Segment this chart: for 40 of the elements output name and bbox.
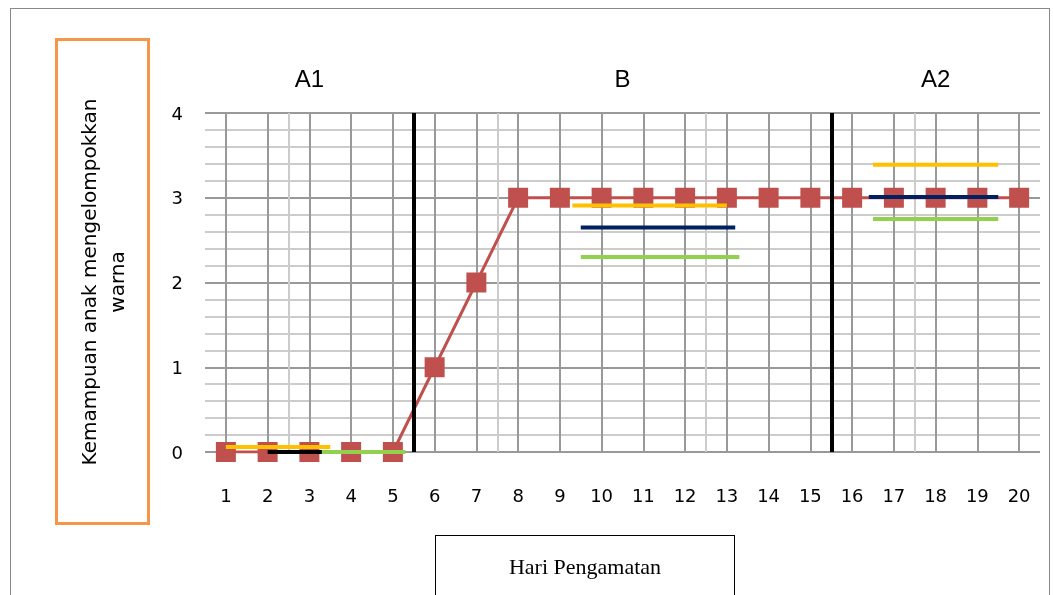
- point: [758, 187, 779, 208]
- x-tick-label: 7: [470, 484, 483, 506]
- text: A1: [294, 64, 325, 92]
- point: [466, 272, 487, 293]
- point: [842, 187, 863, 208]
- y-tick-label: 3: [171, 187, 183, 209]
- x-tick-label: 17: [882, 484, 906, 506]
- point: [716, 187, 737, 208]
- x-tick-label: 9: [554, 484, 566, 506]
- point: [549, 187, 570, 208]
- x-tick-label: 8: [512, 484, 524, 506]
- x-tick-label: 12: [673, 484, 697, 506]
- x-tick-label: 6: [428, 484, 441, 506]
- y-axis-title: Kemampuan anak mengelompokkan warna: [75, 97, 130, 467]
- point: [1009, 187, 1030, 208]
- x-tick-label: 16: [840, 484, 864, 506]
- y-tick-label: 1: [171, 356, 183, 378]
- x-tick-label: 19: [965, 484, 989, 506]
- point: [800, 187, 821, 208]
- x-tick-label: 3: [303, 484, 316, 506]
- x-tick-label: 18: [924, 484, 948, 506]
- x-tick-label: 4: [345, 484, 357, 506]
- point: [215, 442, 236, 462]
- x-tick-label: 13: [715, 484, 739, 506]
- point: [508, 187, 529, 208]
- x-tick-label: 11: [631, 484, 655, 506]
- x-axis-title: Hari Pengamatan: [435, 535, 735, 595]
- x-tick-label: 14: [757, 484, 781, 506]
- x-tick-label: 1: [220, 484, 232, 506]
- text: A2: [920, 64, 951, 92]
- y-tick-label: 2: [171, 272, 183, 293]
- text: B: [614, 64, 631, 92]
- x-tick-label: 2: [261, 484, 274, 506]
- x-tick-label: 15: [798, 484, 822, 506]
- point: [424, 357, 445, 378]
- x-tick-label: 20: [1007, 484, 1031, 506]
- y-tick-label: 4: [171, 102, 183, 124]
- x-tick-label: 5: [387, 484, 399, 506]
- x-tick-label: 10: [590, 484, 614, 506]
- y-tick-label: 0: [171, 441, 183, 463]
